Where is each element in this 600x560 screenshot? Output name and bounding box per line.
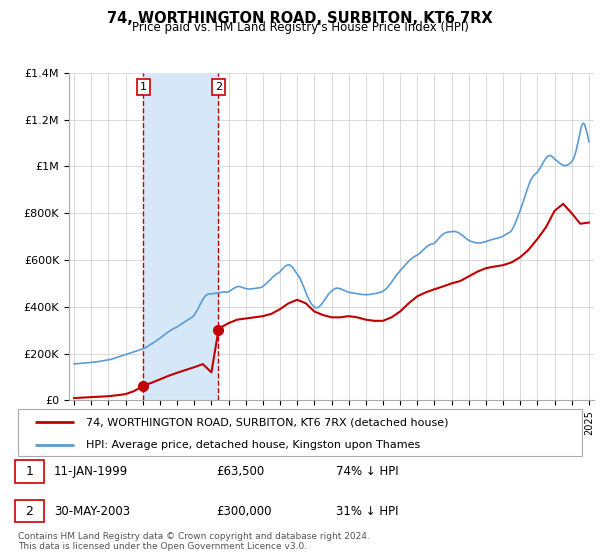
Text: £63,500: £63,500 [216,465,264,478]
Text: 1: 1 [25,465,34,478]
Text: 74, WORTHINGTON ROAD, SURBITON, KT6 7RX: 74, WORTHINGTON ROAD, SURBITON, KT6 7RX [107,11,493,26]
FancyBboxPatch shape [18,409,582,456]
Text: 11-JAN-1999: 11-JAN-1999 [54,465,128,478]
Text: Contains HM Land Registry data © Crown copyright and database right 2024.
This d: Contains HM Land Registry data © Crown c… [18,532,370,552]
FancyBboxPatch shape [15,500,44,522]
Text: 1: 1 [140,82,147,92]
Text: £300,000: £300,000 [216,505,271,517]
Text: 74% ↓ HPI: 74% ↓ HPI [336,465,398,478]
FancyBboxPatch shape [15,460,44,483]
Text: 30-MAY-2003: 30-MAY-2003 [54,505,130,517]
Text: 31% ↓ HPI: 31% ↓ HPI [336,505,398,517]
Text: 2: 2 [25,505,34,517]
Text: HPI: Average price, detached house, Kingston upon Thames: HPI: Average price, detached house, King… [86,440,420,450]
Text: 74, WORTHINGTON ROAD, SURBITON, KT6 7RX (detached house): 74, WORTHINGTON ROAD, SURBITON, KT6 7RX … [86,417,448,427]
Text: Price paid vs. HM Land Registry's House Price Index (HPI): Price paid vs. HM Land Registry's House … [131,21,469,34]
Bar [143,73,218,400]
Text: 2: 2 [215,82,222,92]
